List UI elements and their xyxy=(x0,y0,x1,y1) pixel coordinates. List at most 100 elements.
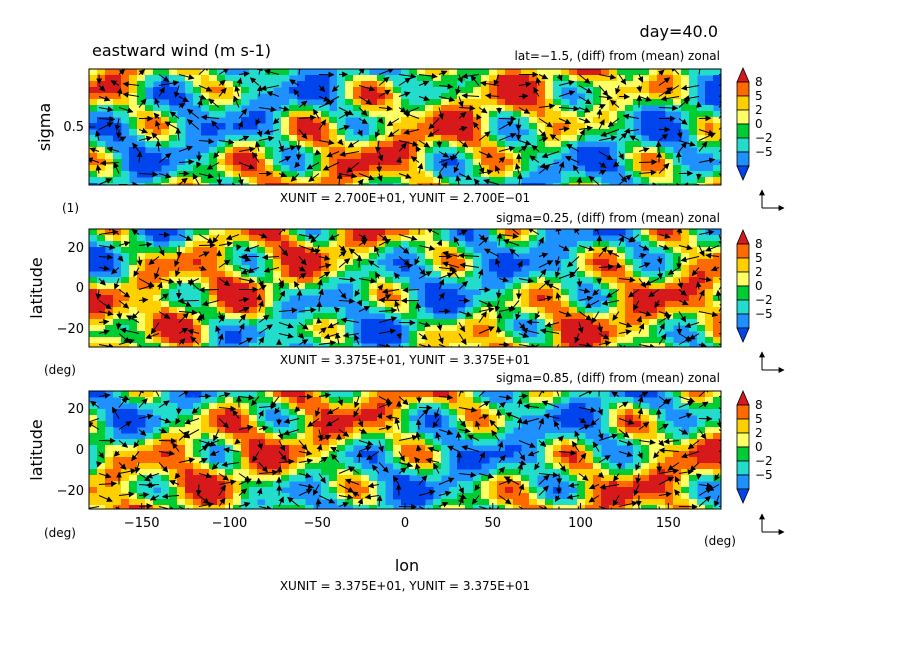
field-cell xyxy=(601,403,610,410)
field-cell xyxy=(321,153,330,160)
field-cell xyxy=(161,259,170,266)
field-cell xyxy=(417,171,426,178)
field-cell xyxy=(305,427,314,434)
field-cell xyxy=(433,141,442,148)
wind-vector xyxy=(478,169,494,175)
wind-vector xyxy=(298,440,308,451)
field-cell xyxy=(385,81,394,88)
wind-vector xyxy=(264,69,280,75)
field-cell xyxy=(273,75,282,82)
wind-vector xyxy=(398,77,411,86)
field-cell xyxy=(361,99,370,106)
field-cell xyxy=(505,313,514,320)
field-cell xyxy=(137,265,146,272)
field-cell xyxy=(281,331,290,338)
field-cell xyxy=(569,123,578,130)
field-cell xyxy=(289,183,298,185)
field-cell xyxy=(209,159,218,166)
field-cell xyxy=(313,433,322,440)
wind-vector xyxy=(298,483,315,490)
field-cell xyxy=(321,87,330,94)
field-cell xyxy=(201,229,210,236)
field-cell xyxy=(233,337,242,344)
wind-vector xyxy=(357,418,364,428)
wind-vector xyxy=(598,151,614,161)
field-cell xyxy=(137,391,146,398)
field-cell xyxy=(225,475,234,482)
field-cell xyxy=(681,283,690,290)
field-cell xyxy=(577,81,586,88)
field-cell xyxy=(273,135,282,142)
wind-vector xyxy=(398,91,411,98)
field-cell xyxy=(281,289,290,296)
field-cell xyxy=(689,135,698,142)
field-cell xyxy=(89,307,98,314)
field-cell xyxy=(681,123,690,130)
wind-vector xyxy=(200,114,220,121)
field-cell xyxy=(289,409,298,416)
field-cell xyxy=(457,153,466,160)
field-cell xyxy=(409,289,418,296)
wind-vector xyxy=(618,174,632,185)
field-cell xyxy=(569,141,578,148)
field-cell xyxy=(649,283,658,290)
field-cell xyxy=(441,457,450,464)
field-cell xyxy=(153,277,162,284)
wind-vector xyxy=(376,412,383,419)
field-cell xyxy=(153,141,162,148)
field-cell xyxy=(217,319,226,326)
wind-vector xyxy=(478,107,488,114)
wind-vector xyxy=(485,92,500,99)
wind-vector xyxy=(298,245,317,253)
field-cell xyxy=(705,439,714,446)
field-cell xyxy=(657,313,666,320)
field-cell xyxy=(633,259,642,266)
field-cell xyxy=(425,159,434,166)
field-cell xyxy=(401,475,410,482)
field-cell xyxy=(289,241,298,248)
field-cell xyxy=(105,337,114,344)
wind-vector xyxy=(403,112,420,119)
field-cell xyxy=(145,75,154,82)
wind-vector xyxy=(237,120,244,130)
field-cell xyxy=(369,289,378,296)
wind-vector xyxy=(240,267,260,275)
wind-vector xyxy=(153,112,160,120)
field-cell xyxy=(473,105,482,112)
field-cell xyxy=(345,229,354,236)
field-cell xyxy=(697,123,706,130)
wind-vector xyxy=(538,260,554,268)
field-cell xyxy=(513,159,522,166)
field-cell xyxy=(337,421,346,428)
field-cell xyxy=(561,421,570,428)
field-cell xyxy=(153,117,162,124)
field-cell xyxy=(481,69,490,76)
wind-vector xyxy=(122,81,140,88)
field-cell xyxy=(505,487,514,494)
wind-vector xyxy=(158,86,165,97)
panel-1-field xyxy=(89,69,721,185)
field-cell xyxy=(569,421,578,428)
wind-vector xyxy=(615,85,621,95)
field-cell xyxy=(657,283,666,290)
field-cell xyxy=(257,469,266,476)
field-cell xyxy=(625,337,634,344)
field-cell xyxy=(241,283,250,290)
field-cell xyxy=(209,325,218,332)
field-cell xyxy=(241,445,250,452)
field-cell xyxy=(337,445,346,452)
field-cell xyxy=(177,289,186,296)
field-cell xyxy=(121,117,130,124)
field-cell xyxy=(705,397,714,404)
field-cell xyxy=(185,337,194,344)
field-cell xyxy=(193,469,202,476)
field-cell xyxy=(561,307,570,314)
field-cell xyxy=(337,81,346,88)
field-cell xyxy=(217,105,226,112)
field-cell xyxy=(313,475,322,482)
wind-vector xyxy=(195,484,202,497)
wind-vector xyxy=(674,476,681,485)
field-cell xyxy=(233,391,242,398)
field-cell xyxy=(441,123,450,130)
field-cell xyxy=(385,235,394,242)
